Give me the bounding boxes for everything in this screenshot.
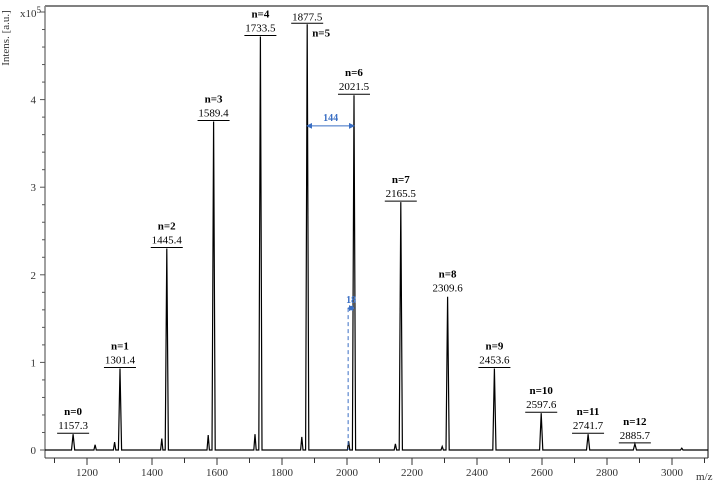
peak-mz-label: 1877.5 (292, 11, 323, 23)
y-axis: 0 1 2 3 4 (31, 11, 45, 457)
mass-difference-label: 144 (323, 113, 338, 124)
peak-label-6: n=6 2021.5 (337, 67, 370, 95)
peak-n-label: n=3 (205, 94, 223, 106)
x-tick-label: 2800 (596, 467, 619, 479)
x-tick-label: 2200 (401, 467, 424, 479)
peak-label-9: n=9 2453.6 (478, 341, 511, 369)
x-tick-label: 1600 (206, 467, 229, 479)
peak-label-4: n=4 1733.5 (244, 9, 277, 37)
peak-n-label: n=1 (111, 341, 129, 353)
x-axis: 1200 1400 1600 1800 2000 2200 2400 2600 2800 3000 (54, 458, 705, 479)
peak-n-label: n=2 (158, 221, 176, 233)
y-axis-label: Intens. [a.u.] (0, 10, 12, 66)
spectrum-trace (45, 24, 708, 451)
mass-difference-label: 18 (346, 295, 356, 306)
peak-label-0: n=0 1157.3 (57, 406, 90, 434)
spectrum-line (45, 24, 708, 451)
peak-mz-label: 2885.7 (620, 430, 651, 442)
x-tick-label: 2600 (531, 467, 554, 479)
peak-n-label: n=10 (530, 385, 554, 397)
x-tick-label: 1800 (271, 467, 294, 479)
peak-label-8: n=8 2309.6 (432, 269, 463, 295)
peak-mz-label: 2597.6 (526, 399, 557, 411)
y-multiplier-exponent: 5 (37, 5, 42, 15)
x-tick-label: 1400 (141, 467, 164, 479)
y-tick-label: 1 (31, 357, 37, 369)
peak-label-7: n=7 2165.5 (384, 174, 417, 202)
peak-mz-label: 1589.4 (198, 108, 229, 120)
peak-mz-label: 1157.3 (58, 420, 88, 432)
peak-n-label: n=9 (485, 341, 503, 353)
peak-n-label: n=0 (64, 406, 82, 418)
peak-n-label: n=4 (251, 9, 269, 21)
plot-frame (44, 5, 709, 459)
x-axis-label: m/z (696, 471, 713, 483)
peak-n-label: n=8 (439, 269, 457, 281)
y-axis-label-wrap: Intens. [a.u.] (0, 8, 14, 68)
peak-label-5: 1877.5 n=5 (291, 11, 331, 39)
peak-label-3: n=3 1589.4 (197, 94, 230, 121)
y-multiplier-label: x105 (20, 5, 42, 20)
peak-mz-label: 2453.6 (479, 355, 510, 367)
y-tick-label: 2 (31, 270, 37, 282)
peak-n-label: n=6 (345, 67, 363, 79)
y-tick-label: 4 (31, 95, 37, 107)
mass-difference-annotation-1: 18 (346, 295, 356, 450)
peak-mz-label: 1301.4 (105, 355, 136, 367)
x-tick-label: 2000 (336, 467, 359, 479)
peak-label-2: n=2 1445.4 (150, 221, 183, 249)
peak-n-label: n=12 (623, 416, 647, 428)
peak-mz-label: 1445.4 (152, 235, 183, 247)
y-tick-label: 0 (31, 445, 37, 457)
peak-mz-label: 2741.7 (573, 420, 604, 432)
y-tick-label: 3 (31, 182, 37, 194)
mass-difference-annotation-0: 144 (306, 113, 355, 129)
peak-mz-label: 1733.5 (245, 23, 276, 35)
peak-label-1: n=1 1301.4 (103, 341, 136, 369)
peak-mz-label: 2165.5 (386, 188, 417, 200)
peak-n-label: n=7 (392, 174, 410, 186)
peak-label-10: n=10 2597.6 (525, 385, 558, 413)
peak-mz-label: 2021.5 (339, 81, 370, 93)
peak-label-11: n=11 2741.7 (572, 406, 605, 434)
peak-n-label: n=5 (312, 27, 330, 39)
peak-n-label: n=11 (577, 406, 600, 418)
x-tick-label: 3000 (661, 467, 684, 479)
x-tick-label: 1200 (76, 467, 99, 479)
peak-mz-label: 2309.6 (432, 283, 463, 295)
peak-label-12: n=12 2885.7 (618, 416, 651, 444)
peak-labels: n=0 1157.3 n=1 1301.4 n=2 1445.4 n=3 1589.4 n=4 1… (57, 9, 651, 444)
annotations: 144 18 (306, 113, 356, 450)
x-tick-label: 2400 (466, 467, 489, 479)
